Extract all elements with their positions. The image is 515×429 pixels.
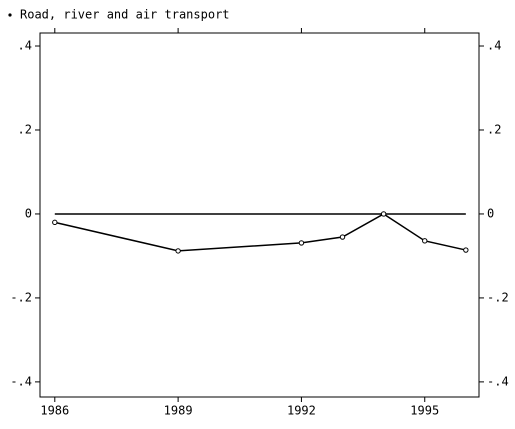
y-tick-label: .2 (18, 122, 32, 136)
y2-tick-label: .4 (487, 39, 501, 53)
y-tick-label: -.2 (10, 290, 32, 304)
y2-tick-label: -.4 (487, 374, 509, 388)
legend-marker (8, 13, 12, 17)
plot-frame (39, 32, 480, 398)
x-tick-label: 1986 (40, 404, 69, 418)
y-tick-label: -.4 (10, 374, 32, 388)
y2-tick-label: 0 (487, 206, 494, 220)
x-tick-label: 1992 (287, 404, 316, 418)
legend-label: Road, river and air transport (20, 8, 230, 22)
x-tick-label: 1995 (410, 404, 439, 418)
y-tick-label: .4 (18, 39, 32, 53)
point (422, 238, 428, 244)
point (339, 234, 346, 240)
point (463, 247, 469, 253)
x-tick-label: 1989 (164, 404, 193, 418)
point (380, 211, 387, 217)
point (175, 248, 181, 254)
y2-tick-label: -.2 (487, 290, 509, 304)
y-tick-label: 0 (25, 206, 32, 220)
point (52, 219, 58, 226)
series-line (54, 213, 467, 252)
y2-tick-label: .2 (487, 122, 501, 136)
point (298, 240, 305, 246)
